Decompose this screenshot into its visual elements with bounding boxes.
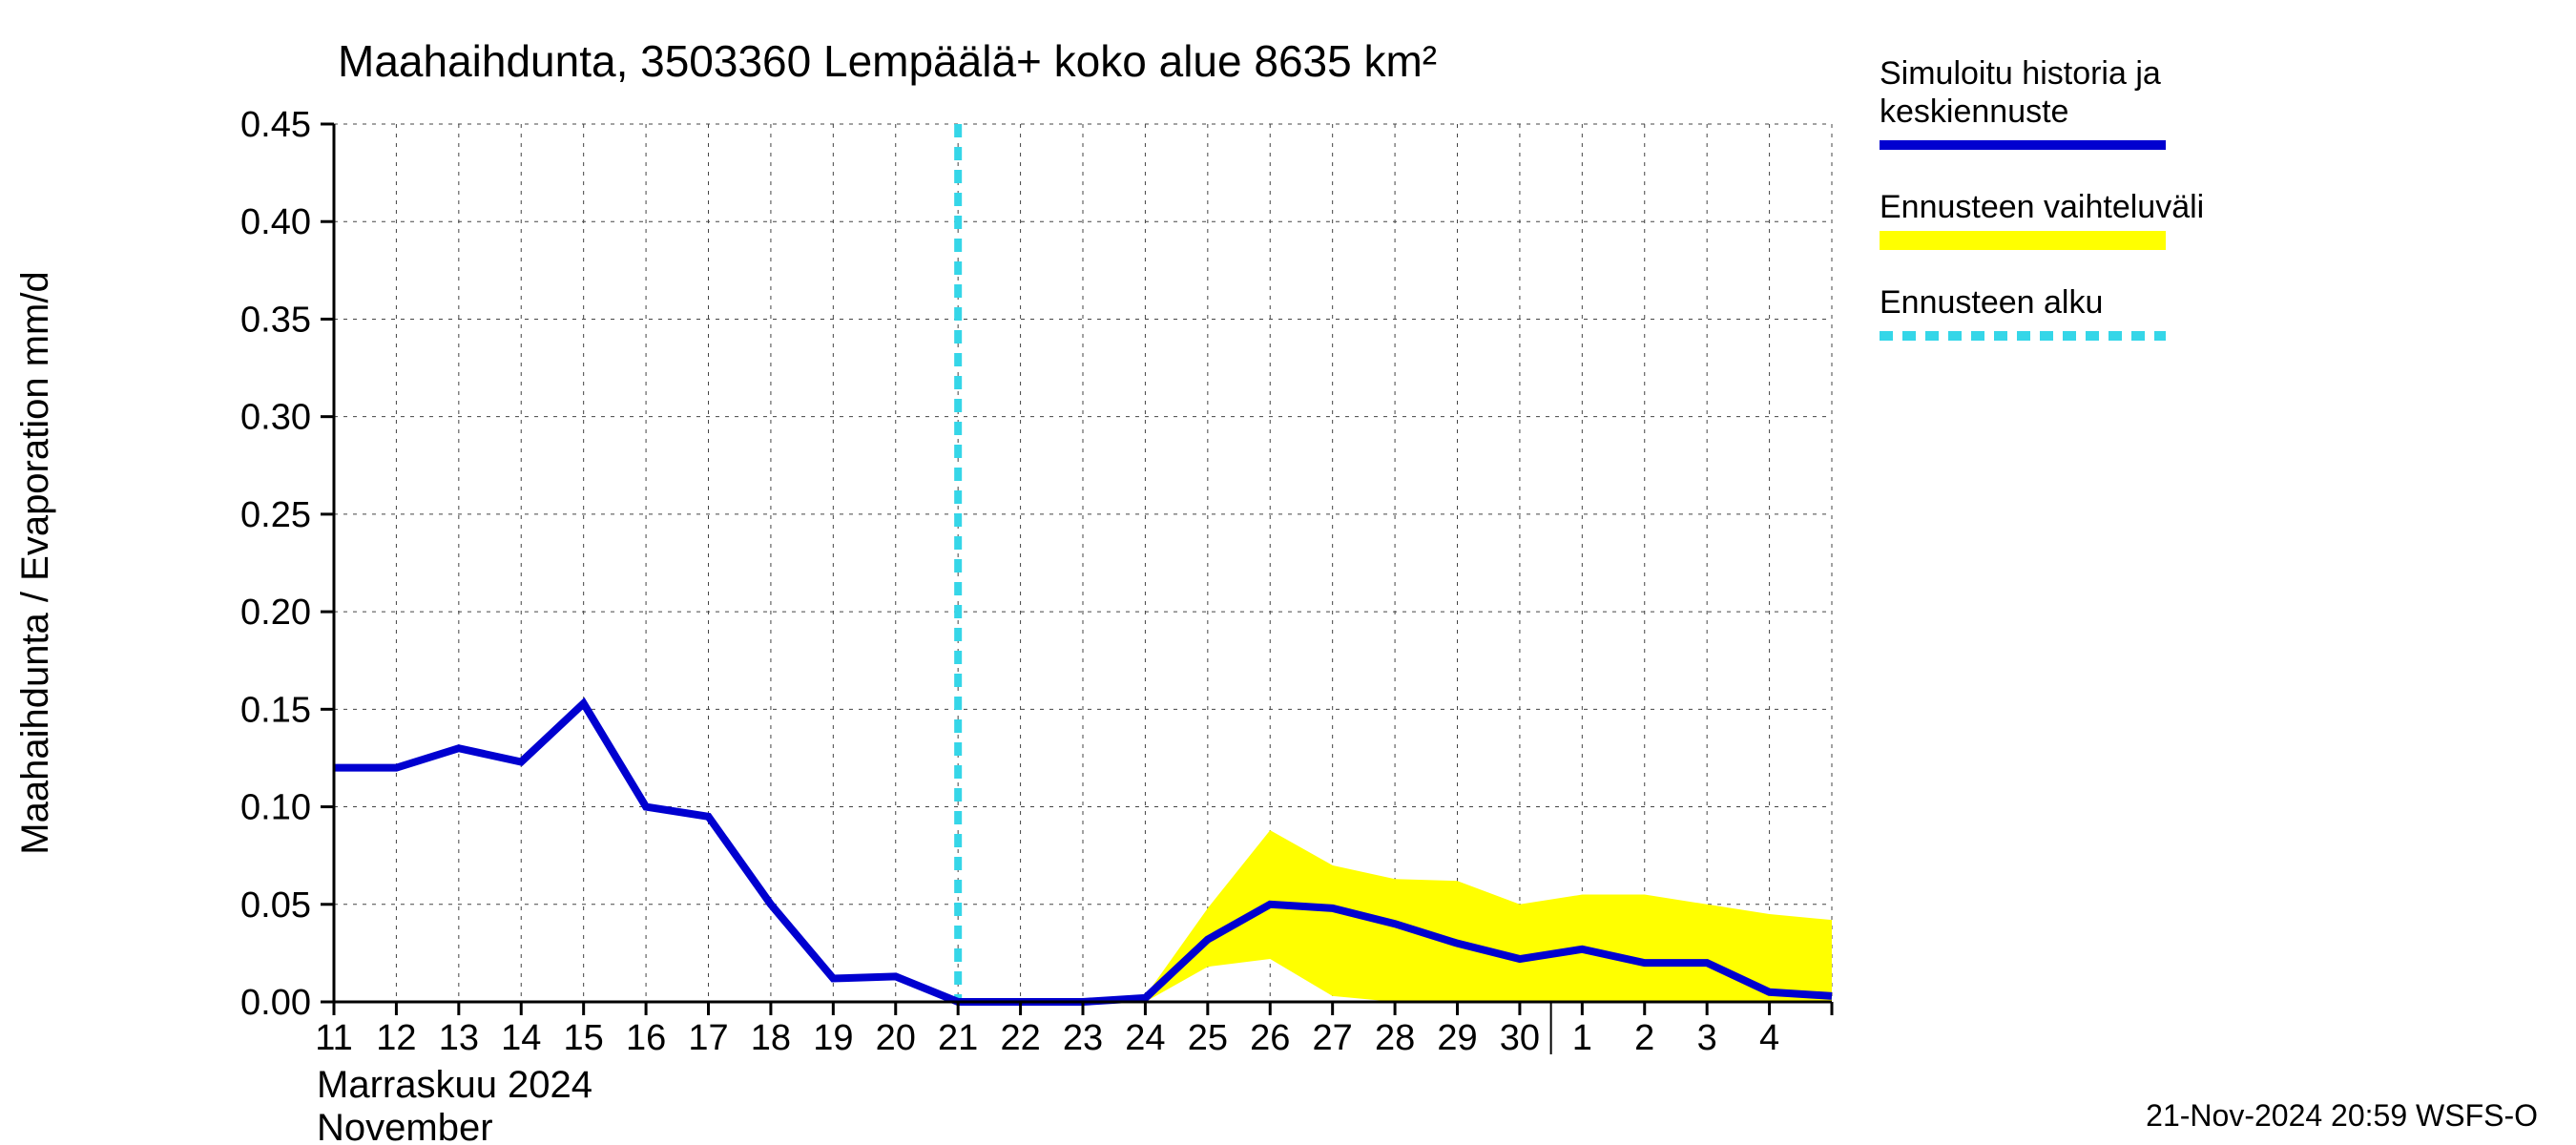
y-tick-label: 0.20 (240, 593, 311, 633)
y-tick-label: 0.15 (240, 690, 311, 730)
y-tick-label: 0.00 (240, 983, 311, 1023)
x-tick-label: 24 (1125, 1018, 1165, 1058)
y-tick-label: 0.40 (240, 202, 311, 242)
y-tick-label: 0.35 (240, 300, 311, 340)
legend-label: Simuloitu historia ja (1880, 55, 2161, 92)
legend-label: Ennusteen vaihteluväli (1880, 189, 2204, 225)
x-tick-label: 1 (1572, 1018, 1592, 1058)
x-tick-label: 17 (688, 1018, 728, 1058)
x-tick-label: 12 (376, 1018, 416, 1058)
x-tick-label: 27 (1313, 1018, 1353, 1058)
x-tick-label: 23 (1063, 1018, 1103, 1058)
x-tick-label: 28 (1375, 1018, 1415, 1058)
legend-label: Ennusteen alku (1880, 284, 2103, 321)
x-month-label-1: Marraskuu 2024 (317, 1064, 592, 1106)
x-tick-label: 18 (751, 1018, 791, 1058)
x-tick-label: 19 (813, 1018, 853, 1058)
y-tick-label: 0.45 (240, 105, 311, 145)
footer-timestamp: 21-Nov-2024 20:59 WSFS-O (2146, 1098, 2538, 1133)
y-tick-label: 0.10 (240, 788, 311, 828)
x-tick-label: 29 (1437, 1018, 1477, 1058)
x-tick-label: 14 (501, 1018, 541, 1058)
x-tick-label: 21 (938, 1018, 978, 1058)
x-tick-label: 4 (1759, 1018, 1779, 1058)
x-tick-label: 11 (315, 1018, 352, 1058)
x-tick-label: 3 (1697, 1018, 1717, 1058)
x-tick-label: 25 (1188, 1018, 1228, 1058)
x-tick-label: 22 (1000, 1018, 1040, 1058)
legend-swatch-band (1880, 231, 2166, 250)
x-tick-label: 26 (1250, 1018, 1290, 1058)
x-tick-label: 20 (876, 1018, 916, 1058)
x-month-label-2: November (317, 1107, 493, 1145)
x-tick-label: 15 (564, 1018, 604, 1058)
x-tick-label: 13 (439, 1018, 479, 1058)
x-tick-label: 30 (1500, 1018, 1540, 1058)
chart-title: Maahaihdunta, 3503360 Lempäälä+ koko alu… (338, 36, 1437, 86)
chart-svg: 0.00 0.05 0.10 0.15 0.20 0.25 0.30 0.35 0.40 0.45… (0, 0, 2576, 1145)
y-tick-label: 0.05 (240, 885, 311, 926)
y-axis-label: Maahaihdunta / Evaporation mm/d (14, 271, 56, 854)
x-tick-label: 2 (1634, 1018, 1654, 1058)
y-tick-label: 0.25 (240, 495, 311, 535)
legend-label: keskiennuste (1880, 94, 2068, 130)
chart-container: { "chart": { "type": "line", "title": "M… (0, 0, 2576, 1145)
y-tick-label: 0.30 (240, 398, 311, 438)
x-tick-label: 16 (626, 1018, 666, 1058)
